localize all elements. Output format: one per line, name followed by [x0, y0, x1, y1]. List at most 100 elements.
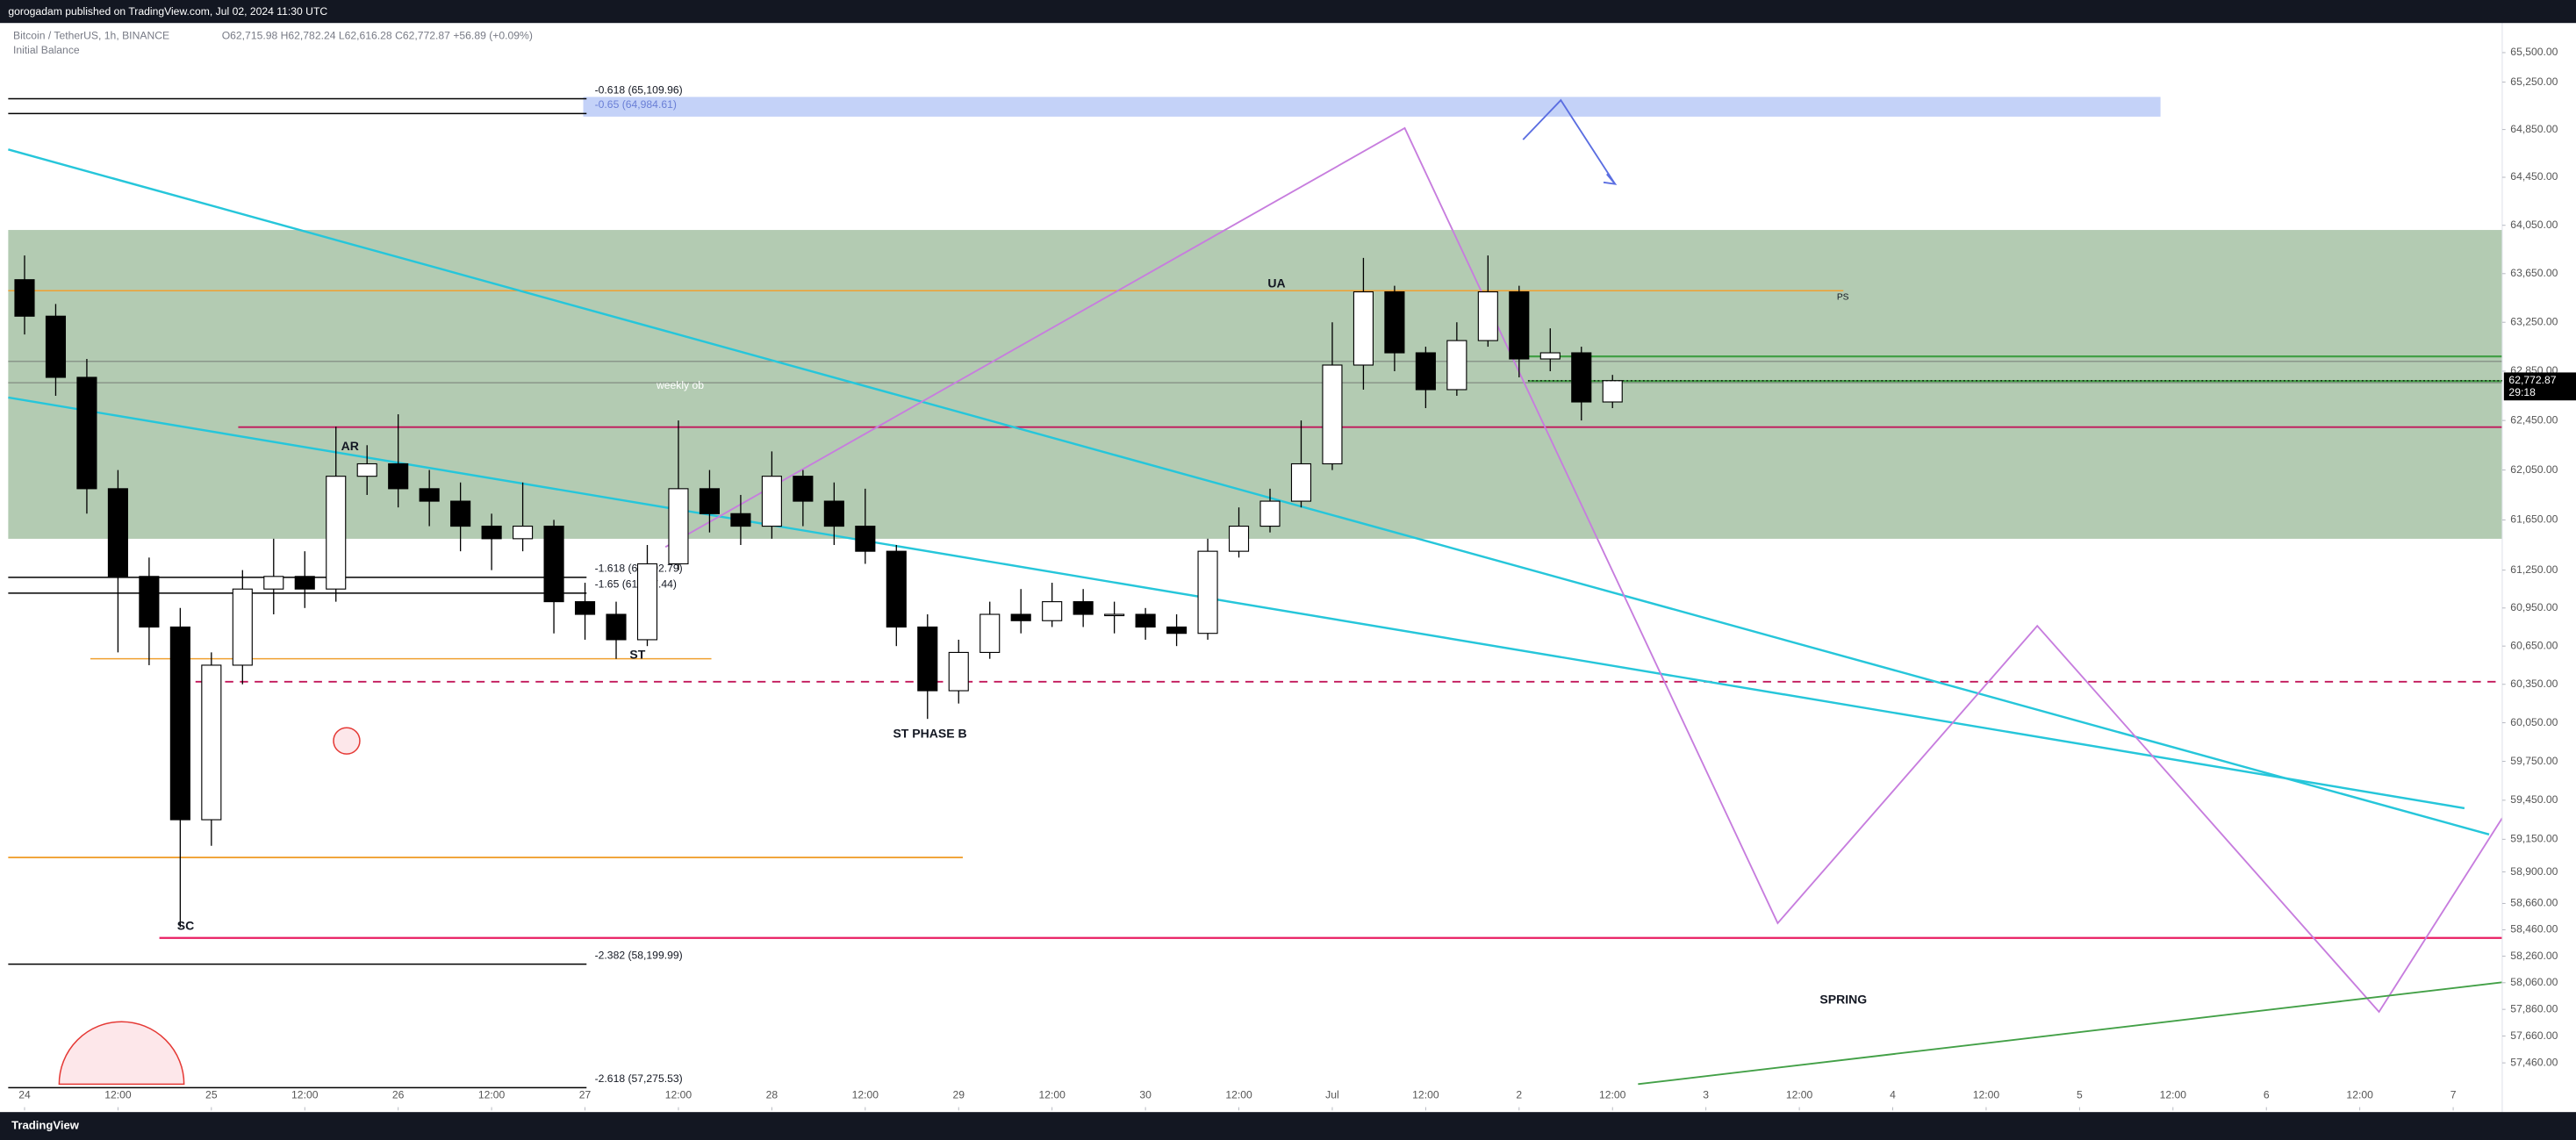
- candle-body: [1290, 462, 1312, 502]
- candle-body: [1384, 290, 1405, 354]
- axes: 65,500.00 65,250.00 64,850.00 64,450.00 64,0…: [18, 46, 2576, 1111]
- candle-body: [1010, 613, 1031, 621]
- green-zone: [8, 230, 2502, 539]
- candle-body: [948, 651, 969, 692]
- annotation: ST: [629, 648, 645, 662]
- price-tag: [2503, 372, 2576, 401]
- symbol: Bitcoin / TetherUS, 1h, BINANCE: [13, 29, 169, 41]
- ohlc-legend: O62,715.98 H62,782.24 L62,616.28 C62,772…: [222, 29, 533, 41]
- candle-body: [543, 526, 564, 603]
- candle-body: [1477, 290, 1498, 341]
- price-tag-label: 62,772.87: [2508, 374, 2556, 386]
- y-tick-label: 60,650.00: [2510, 639, 2558, 651]
- candle-body: [169, 626, 190, 821]
- candle-body: [979, 613, 1001, 653]
- countdown: 29:18: [2508, 386, 2536, 398]
- candle-body: [388, 462, 409, 490]
- y-tick-label: 57,660.00: [2510, 1029, 2558, 1042]
- candle-body: [107, 488, 128, 577]
- price-axis: [2501, 23, 2576, 1113]
- candle-body: [1042, 601, 1063, 621]
- x-tick-label: 12:00: [852, 1089, 879, 1101]
- x-tick-label: 2: [1516, 1089, 1522, 1101]
- publish-info: gorogadam published on TradingView.com, …: [8, 5, 327, 18]
- candle-body: [1415, 352, 1436, 391]
- candle-body: [419, 488, 440, 502]
- candle-body: [636, 563, 658, 641]
- candle-body: [45, 315, 67, 378]
- x-tick-label: 28: [766, 1089, 779, 1101]
- candle-body: [793, 476, 814, 502]
- y-tick-label: 58,260.00: [2510, 950, 2558, 962]
- y-tick-label: 57,460.00: [2510, 1056, 2558, 1068]
- candle-body: [513, 526, 534, 540]
- circle-marker: [333, 727, 361, 755]
- x-tick-label: 12:00: [1038, 1089, 1066, 1101]
- candle-body: [139, 576, 160, 628]
- annotation: SC: [177, 918, 194, 932]
- arrow-head: [1603, 173, 1618, 185]
- y-tick-label: 61,250.00: [2510, 563, 2558, 576]
- x-tick-label: 30: [1139, 1089, 1152, 1101]
- candle-body: [1197, 550, 1218, 635]
- candle-body: [1602, 380, 1623, 403]
- candle-body: [1228, 526, 1250, 552]
- annotation: SPRING: [1819, 993, 1867, 1007]
- x-tick-label: 5: [2077, 1089, 2083, 1101]
- candle-body: [917, 626, 938, 692]
- x-tick-label: 12:00: [1225, 1089, 1252, 1101]
- candle-body: [761, 476, 782, 527]
- candle-body: [1166, 626, 1188, 635]
- candle-body: [730, 513, 751, 527]
- annotation: weekly ob: [656, 379, 704, 391]
- candle-body: [823, 500, 844, 527]
- x-tick-label: 3: [1703, 1089, 1709, 1101]
- x-tick-label: 12:00: [665, 1089, 692, 1101]
- y-tick-label: 61,650.00: [2510, 513, 2558, 526]
- candle-body: [1073, 601, 1094, 615]
- y-tick-label: 65,250.00: [2510, 75, 2558, 88]
- candle-body: [574, 601, 596, 615]
- candle-body: [1509, 290, 1530, 360]
- y-tick-label: 60,950.00: [2510, 601, 2558, 613]
- x-tick-label: 7: [2450, 1089, 2457, 1101]
- candle-body: [1571, 352, 1592, 403]
- annotation: ST PHASE B: [893, 726, 966, 740]
- x-tick-label: 12:00: [1973, 1089, 2000, 1101]
- candle-body: [699, 488, 721, 514]
- annotation: UA: [1267, 276, 1285, 290]
- y-tick-label: 57,860.00: [2510, 1002, 2558, 1015]
- y-tick-label: 58,060.00: [2510, 976, 2558, 988]
- y-tick-label: 60,050.00: [2510, 716, 2558, 728]
- y-tick-label: 62,050.00: [2510, 463, 2558, 476]
- y-tick-label: 60,350.00: [2510, 678, 2558, 690]
- x-tick-label: 12:00: [2346, 1089, 2373, 1101]
- y-tick-label: 58,660.00: [2510, 897, 2558, 909]
- candle-body: [855, 526, 876, 552]
- candle-body: [1135, 613, 1156, 628]
- x-tick-label: 12:00: [1412, 1089, 1439, 1101]
- y-tick-label: 63,250.00: [2510, 315, 2558, 327]
- y-tick-label: 59,750.00: [2510, 755, 2558, 767]
- candle-body: [1539, 352, 1561, 360]
- candle-body: [1353, 290, 1374, 366]
- x-tick-label: 4: [1890, 1089, 1896, 1101]
- x-tick-label: 12:00: [478, 1089, 506, 1101]
- x-tick-label: Jul: [1325, 1089, 1339, 1101]
- fib-label: -2.618 (57,275.53): [595, 1072, 683, 1085]
- candle-body: [450, 500, 471, 527]
- candle-body: [1446, 340, 1467, 391]
- x-tick-label: 29: [952, 1089, 965, 1101]
- annotation: PS: [1837, 293, 1849, 303]
- y-tick-label: 58,460.00: [2510, 923, 2558, 936]
- y-tick-label: 58,900.00: [2510, 865, 2558, 878]
- trend-line: [8, 148, 2490, 836]
- trend-line: [8, 396, 2465, 810]
- semicircle-marker: [58, 1021, 185, 1086]
- y-tick-label: 63,650.00: [2510, 267, 2558, 279]
- x-tick-label: 25: [205, 1089, 218, 1101]
- candle-body: [1322, 364, 1343, 465]
